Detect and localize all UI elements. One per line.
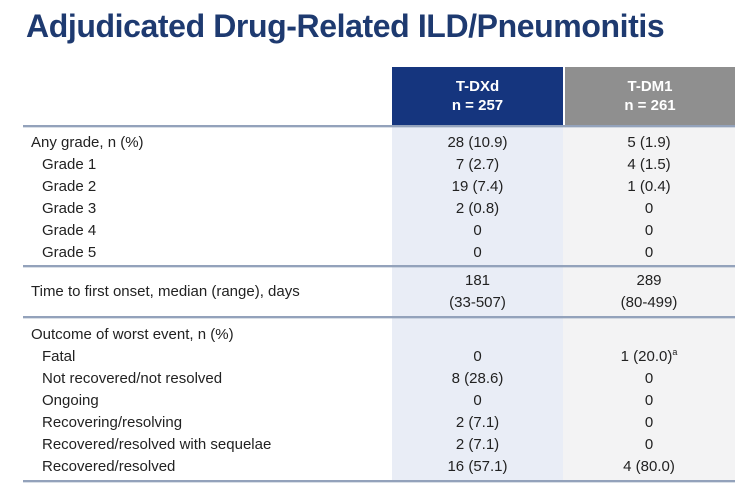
table-row: Grade 4 0 0 [23,219,735,241]
tdxd-value: 7 (2.7) [455,155,500,173]
tdm1-value: 0 [644,221,654,239]
table-row: Fatal 0 1 (20.0)a [23,345,735,367]
tdxd-range: (33-507) [449,293,506,311]
row-label: Time to first onset, median (range), day… [31,283,300,300]
tdxd-column-background [392,125,563,482]
section-outcomes: Outcome of worst event, n (%) Fatal 0 1 … [23,318,735,480]
section-rule [23,265,735,267]
row-label: Grade 4 [42,221,97,239]
row-label: Not recovered/not resolved [42,369,223,387]
tdm1-median: 289 [636,271,662,289]
tdm1-value: 0 [644,391,654,409]
tdxd-value: 181 (33-507) [392,270,563,314]
table-row: Recovering/resolving 2 (7.1) 0 [23,411,735,433]
row-label: Recovered/resolved [42,457,176,475]
tdxd-value: 0 [473,391,482,409]
tdm1-column-background [563,125,735,482]
table-row: Grade 3 2 (0.8) 0 [23,197,735,219]
bottom-rule [23,480,735,482]
tdm1-value: 0 [644,199,654,217]
footnote-marker: a [672,346,678,357]
header-rule [23,125,735,127]
tdxd-drug-name: T-DXd [455,78,500,95]
tdxd-value: 2 (7.1) [455,435,500,453]
tdxd-sample-size: n = 257 [451,97,504,114]
table-row: Time to first onset, median (range), day… [23,267,735,316]
tdm1-value: 1 (20.0)a [563,346,735,365]
row-label: Any grade, n (%) [31,133,144,151]
tdxd-value: 2 (7.1) [455,413,500,431]
row-label: Grade 3 [42,199,97,217]
tdm1-value: 0 [644,413,654,431]
row-label: Grade 1 [42,155,97,173]
table-row: Ongoing 0 0 [23,389,735,411]
tdm1-value: 0 [644,243,654,261]
tdm1-value: 5 (1.9) [627,133,671,151]
tdxd-value: 19 (7.4) [451,177,504,195]
tdxd-value: 0 [473,243,482,261]
row-label: Recovering/resolving [42,413,183,431]
table-row: Outcome of worst event, n (%) [23,323,735,345]
tdm1-value-text: 1 (20.0) [620,347,673,365]
row-label: Grade 2 [42,177,97,195]
row-label: Fatal [42,347,76,365]
tdxd-value: 16 (57.1) [447,457,508,475]
row-label: Grade 5 [42,243,97,261]
column-header-tdxd: T-DXd n = 257 [392,67,563,125]
tdm1-drug-name: T-DM1 [627,78,673,95]
column-header-tdm1: T-DM1 n = 261 [563,67,735,125]
section-time-to-onset: Time to first onset, median (range), day… [23,267,735,316]
tdxd-value: 0 [473,221,482,239]
row-label: Ongoing [42,391,99,409]
tdxd-value: 0 [473,347,482,365]
tdxd-value: 2 (0.8) [455,199,500,217]
page-title: Adjudicated Drug-Related ILD/Pneumonitis [26,8,665,44]
table-header-row: T-DXd n = 257 T-DM1 n = 261 [23,67,735,125]
row-label: Outcome of worst event, n (%) [31,325,234,343]
section-grades: Any grade, n (%) 28 (10.9) 5 (1.9) Grade… [23,127,735,265]
table-row: Not recovered/not resolved 8 (28.6) 0 [23,367,735,389]
tdm1-value: 4 (80.0) [623,457,675,475]
table-row: Grade 1 7 (2.7) 4 (1.5) [23,153,735,175]
table-row: Grade 5 0 0 [23,241,735,263]
ild-pneumonitis-table: T-DXd n = 257 T-DM1 n = 261 Any grade, n… [23,67,735,482]
tdm1-value: 0 [644,435,654,453]
row-label: Recovered/resolved with sequelae [42,435,272,453]
tdm1-value: 0 [644,369,654,387]
tdxd-median: 181 [464,271,491,289]
tdxd-value: 28 (10.9) [447,133,508,151]
table-row: Any grade, n (%) 28 (10.9) 5 (1.9) [23,131,735,153]
tdm1-value: 4 (1.5) [627,155,671,173]
tdxd-value: 8 (28.6) [451,369,504,387]
section-rule [23,316,735,318]
tdm1-value: 1 (0.4) [627,177,671,195]
table-row: Recovered/resolved with sequelae 2 (7.1)… [23,433,735,455]
tdm1-range: (80-499) [620,293,678,311]
table-row: Grade 2 19 (7.4) 1 (0.4) [23,175,735,197]
header-spacer [23,67,392,125]
table-row: Recovered/resolved 16 (57.1) 4 (80.0) [23,455,735,477]
tdm1-value: 289 (80-499) [563,270,735,314]
tdm1-sample-size: n = 261 [624,97,676,114]
